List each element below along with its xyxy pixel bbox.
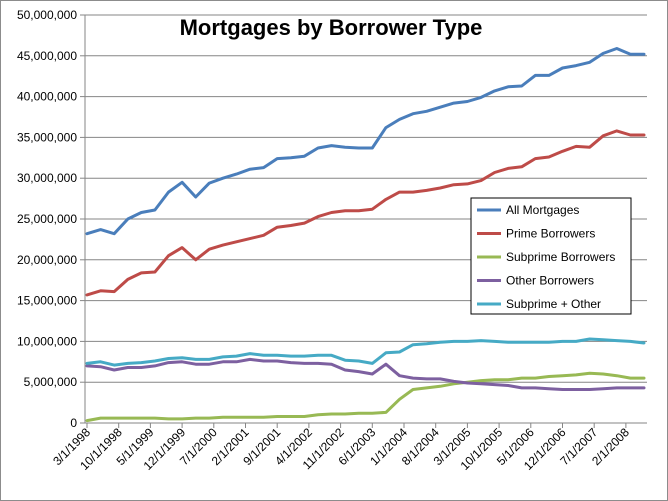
y-tick-label: 25,000,000 — [17, 212, 77, 226]
series-line-other-borrowers — [85, 357, 646, 391]
legend-label: Subprime + Other — [506, 297, 601, 311]
series-line-prime-borrowers — [85, 129, 646, 297]
y-tick-label: 35,000,000 — [17, 130, 77, 144]
y-tick-label: 10,000,000 — [17, 334, 77, 348]
series-line-subprime-borrowers — [85, 371, 646, 423]
series-line-subprime-other — [85, 337, 646, 367]
legend-label: Subprime Borrowers — [506, 250, 615, 264]
legend-label: Other Borrowers — [506, 274, 594, 288]
y-tick-label: 30,000,000 — [17, 171, 77, 185]
x-axis-tick-labels: 3/1/199810/1/19985/1/199912/1/19997/1/20… — [50, 425, 632, 473]
chart-title: Mortgages by Borrower Type — [180, 15, 483, 40]
y-tick-label: 20,000,000 — [17, 253, 77, 267]
y-tick-label: 50,000,000 — [17, 8, 77, 22]
series-lines — [85, 47, 646, 423]
y-tick-label: 45,000,000 — [17, 49, 77, 63]
y-tick-label: 0 — [70, 416, 77, 430]
series-line-all-mortgages — [85, 47, 646, 236]
axes — [80, 14, 647, 428]
y-tick-label: 15,000,000 — [17, 294, 77, 308]
y-tick-label: 40,000,000 — [17, 90, 77, 104]
gridlines — [85, 14, 647, 383]
y-tick-label: 5,000,000 — [24, 375, 78, 389]
y-axis-tick-labels: 0 5,000,000 10,000,000 15,000,000 20,000,000… — [17, 8, 77, 430]
legend-label: All Mortgages — [506, 203, 579, 217]
legend: All Mortgages Prime Borrowers Subprime Bor… — [470, 197, 632, 315]
legend-label: Prime Borrowers — [506, 227, 595, 241]
